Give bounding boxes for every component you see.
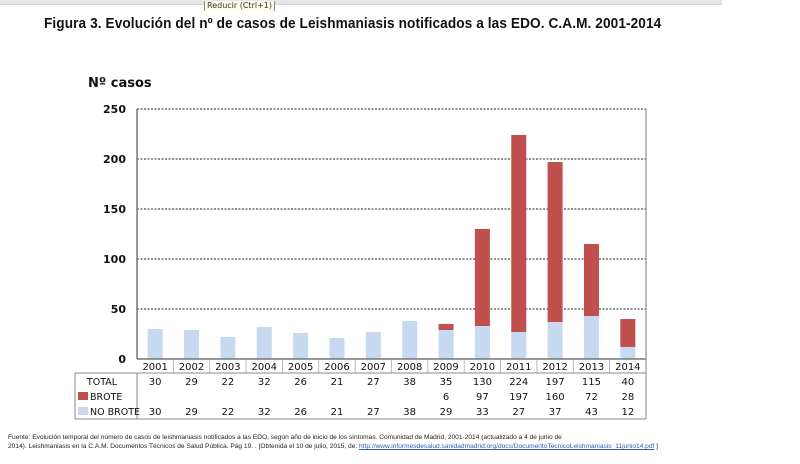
x-tick-label: 2003 — [215, 362, 240, 373]
axes — [136, 109, 647, 360]
table-cell: 40 — [621, 377, 634, 388]
zoom-out-tooltip: Reducir (Ctrl+1) — [204, 1, 275, 11]
y-tick-labels: 0 50 100 150 200 250 — [103, 103, 126, 366]
y-tick-label: 100 — [103, 253, 126, 266]
table-cell: 97 — [476, 392, 489, 403]
legend-swatch-no-brote — [78, 407, 88, 415]
bar-no-brote-2013 — [583, 316, 599, 359]
table-cell: 22 — [222, 377, 235, 388]
table-cell: 33 — [476, 407, 489, 418]
table-cell: 29 — [440, 407, 453, 418]
bar-no-brote-2003 — [220, 337, 236, 359]
table-cell: 35 — [440, 377, 453, 388]
x-tick-label: 2013 — [579, 362, 604, 373]
bar-brote-2011 — [511, 135, 527, 332]
table-cell: 28 — [621, 392, 634, 403]
bar-no-brote-2011 — [511, 332, 527, 359]
stacked-bar-chart: 0 50 100 150 200 250 2001 2002 2003 2004 2005 2006… — [74, 103, 647, 420]
bar-no-brote-2014 — [620, 347, 636, 359]
y-tick-label: 150 — [103, 203, 126, 216]
legend-label: BROTE — [90, 392, 122, 403]
bar-no-brote-2008 — [402, 321, 418, 359]
y-tick-label: 250 — [103, 103, 126, 116]
table-cell: 29 — [185, 377, 198, 388]
bar-brote-2009 — [438, 324, 454, 330]
source-footnote: Fuente: Evolución temporal del número de… — [8, 433, 798, 451]
window-top-strip — [0, 0, 722, 5]
footnote-line1: Fuente: Evolución temporal del número de… — [8, 434, 562, 441]
x-tick-label: 2010 — [470, 362, 495, 373]
bar-no-brote-2010 — [474, 326, 490, 359]
bar-no-brote-2006 — [329, 338, 345, 359]
table-cell: 160 — [546, 392, 565, 403]
legend-label: NO BROTE — [90, 407, 140, 418]
bar-brote-2013 — [583, 244, 599, 316]
gridlines — [137, 108, 646, 310]
x-tick-label: 2008 — [397, 362, 422, 373]
footnote-line2: 2014). Leishmaniasis en la C.A.M. Docume… — [8, 443, 360, 450]
bar-brote-2014 — [620, 319, 636, 347]
x-tick-label: 2001 — [142, 362, 167, 373]
bar-no-brote-2001 — [147, 329, 163, 359]
table-cell: 115 — [582, 377, 601, 388]
y-tick-label: 200 — [103, 153, 126, 166]
x-tick-label: 2005 — [288, 362, 313, 373]
bar-no-brote-2005 — [293, 333, 309, 359]
bar-brote-2012 — [547, 162, 563, 322]
source-link[interactable]: http://www.informesdesalud.sanidadmadrid… — [359, 443, 655, 450]
bars — [147, 135, 636, 359]
table-cell: 27 — [367, 377, 380, 388]
bar-brote-2010 — [474, 229, 490, 326]
table-cell: 197 — [546, 377, 565, 388]
table-cell: 38 — [403, 407, 416, 418]
bar-no-brote-2012 — [547, 322, 563, 359]
table-cell: 224 — [509, 377, 528, 388]
table-cell: 21 — [331, 377, 344, 388]
bar-no-brote-2002 — [184, 330, 200, 359]
figure-title: Figura 3. Evolución del nº de casos de L… — [44, 16, 662, 32]
x-tick-label: 2012 — [542, 362, 567, 373]
y-axis-label: Nº casos — [88, 76, 152, 91]
table-cell: 29 — [185, 407, 198, 418]
data-table: 2001 2002 2003 2004 2005 2006 2007 2008 2009 2010… — [74, 359, 647, 420]
table-cell: 6 — [443, 392, 449, 403]
table-cell: 27 — [512, 407, 525, 418]
x-tick-label: 2009 — [433, 362, 458, 373]
table-cell: 12 — [621, 407, 634, 418]
table-cell: 130 — [473, 377, 492, 388]
table-cell: 26 — [294, 377, 307, 388]
table-cell: 21 — [331, 407, 344, 418]
bar-no-brote-2004 — [256, 327, 272, 359]
table-cell: 30 — [149, 407, 162, 418]
y-tick-label: 50 — [111, 303, 127, 316]
x-tick-label: 2004 — [252, 362, 277, 373]
footnote-tail: ] — [654, 443, 659, 450]
x-tick-label: 2007 — [361, 362, 386, 373]
y-tick-label: 0 — [118, 353, 126, 366]
legend-swatch-brote — [78, 392, 88, 400]
table-cell: 22 — [222, 407, 235, 418]
table-cell: 32 — [258, 377, 271, 388]
table-cell: 30 — [149, 377, 162, 388]
table-cell: 26 — [294, 407, 307, 418]
table-cell: 38 — [403, 377, 416, 388]
x-tick-label: 2006 — [324, 362, 349, 373]
table-cell: 32 — [258, 407, 271, 418]
table-cell: 43 — [585, 407, 598, 418]
x-tick-label: 2002 — [179, 362, 204, 373]
table-cell: 72 — [585, 392, 598, 403]
x-tick-label: 2011 — [506, 362, 531, 373]
bar-no-brote-2009 — [438, 330, 454, 359]
table-cell: 197 — [509, 392, 528, 403]
x-tick-label: 2014 — [615, 362, 640, 373]
table-row-label: TOTAL — [86, 377, 118, 388]
table-cell: 37 — [549, 407, 562, 418]
bar-no-brote-2007 — [365, 332, 381, 359]
table-cell: 27 — [367, 407, 380, 418]
